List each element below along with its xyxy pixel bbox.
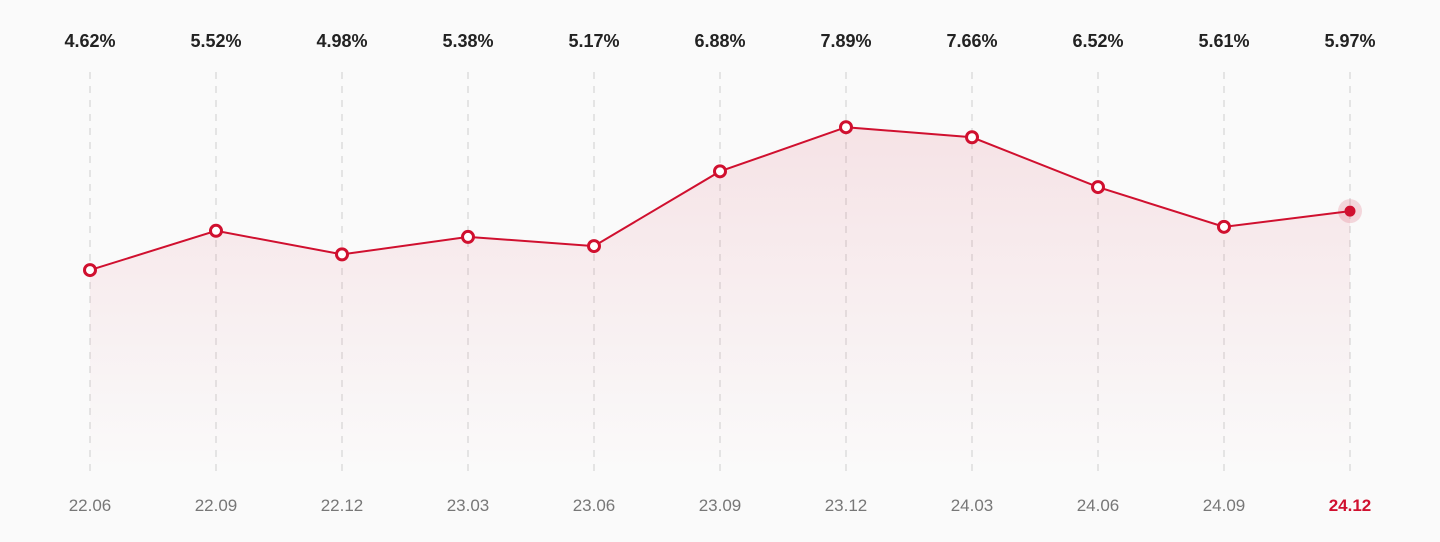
value-labels: 4.62% 5.52% 4.98% 5.38% 5.17% 6.88% 7.89% 7.66%… xyxy=(64,31,1375,51)
area-fill-layer xyxy=(90,127,1350,472)
x-tick-label-24.09: 24.09 xyxy=(1203,496,1246,515)
data-point-24.12 xyxy=(1344,205,1356,217)
x-tick-label-23.09: 23.09 xyxy=(699,496,742,515)
x-tick-label-24.06: 24.06 xyxy=(1077,496,1120,515)
value-label-24.12: 5.97% xyxy=(1324,31,1375,51)
value-label-24.09: 5.61% xyxy=(1198,31,1249,51)
data-point-24.06 xyxy=(1091,180,1105,195)
data-point-24.03 xyxy=(965,130,979,145)
data-point-23.09 xyxy=(713,164,727,179)
x-axis-tick-labels: 22.06 22.09 22.12 23.03 23.06 23.09 23.12 24.03… xyxy=(69,496,1372,515)
x-tick-label-23.03: 23.03 xyxy=(447,496,490,515)
data-point-23.06 xyxy=(587,239,601,254)
value-label-23.03: 5.38% xyxy=(442,31,493,51)
data-point-23.03 xyxy=(461,229,475,244)
value-label-22.06: 4.62% xyxy=(64,31,115,51)
x-tick-label-22.09: 22.09 xyxy=(195,496,238,515)
series-area-fill xyxy=(90,127,1350,472)
data-point-22.09 xyxy=(209,223,223,238)
data-point-23.12 xyxy=(839,120,853,135)
value-label-24.03: 7.66% xyxy=(946,31,997,51)
data-point-22.12 xyxy=(335,247,349,262)
value-label-23.06: 5.17% xyxy=(568,31,619,51)
value-label-22.12: 4.98% xyxy=(316,31,367,51)
data-point-22.06 xyxy=(83,263,97,278)
value-label-22.09: 5.52% xyxy=(190,31,241,51)
data-point-24.09 xyxy=(1217,219,1231,234)
value-label-23.09: 6.88% xyxy=(694,31,745,51)
x-tick-label-23.06: 23.06 xyxy=(573,496,616,515)
x-tick-label-24.03: 24.03 xyxy=(951,496,994,515)
value-label-23.12: 7.89% xyxy=(820,31,871,51)
x-tick-label-23.12: 23.12 xyxy=(825,496,868,515)
x-tick-label-24.12: 24.12 xyxy=(1329,496,1372,515)
x-tick-label-22.06: 22.06 xyxy=(69,496,112,515)
x-tick-label-22.12: 22.12 xyxy=(321,496,364,515)
data-points xyxy=(83,120,1362,278)
value-label-24.06: 6.52% xyxy=(1072,31,1123,51)
